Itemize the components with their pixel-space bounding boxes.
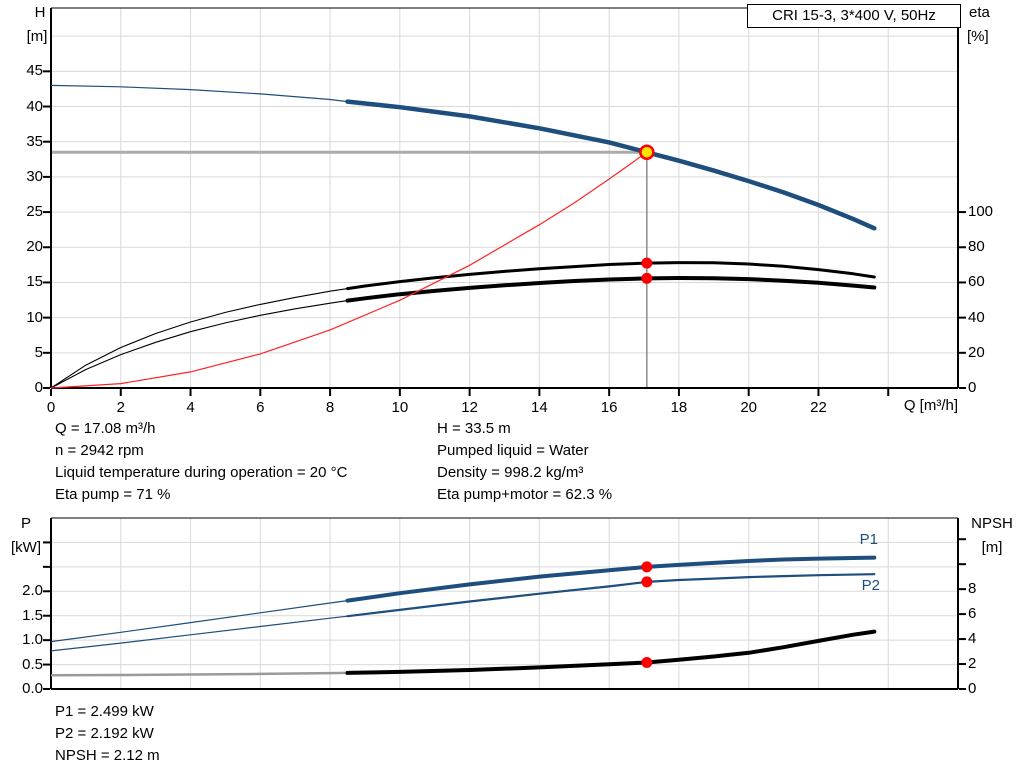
x-tick-label: 20	[740, 399, 758, 416]
y-left-tick-label: 2.0	[22, 582, 43, 600]
y-left-tick-label: 0	[34, 379, 43, 396]
x-tick-label: 22	[810, 399, 827, 416]
npsh-axis-unit: [m]	[981, 539, 1003, 556]
y-left-tick-label: 35	[26, 132, 43, 150]
y-right-tick-label: 2	[968, 655, 977, 673]
y-right-tick-label: 20	[968, 343, 985, 361]
y-left-tick-label: 1.5	[22, 606, 43, 624]
curve-p2-thin	[50, 615, 348, 652]
info-eta-pump: Eta pump = 71 %	[55, 486, 171, 503]
x-tick-label: 6	[256, 399, 265, 416]
eta-axis-title: eta	[969, 4, 990, 21]
y-right-tick-label: 8	[968, 580, 977, 598]
curve-eta-pump-motor	[345, 276, 877, 303]
y-left-tick-label: 45	[26, 62, 43, 80]
npsh-axis-title: NPSH	[971, 515, 1013, 532]
y-right-tick-label: 40	[968, 308, 985, 326]
x-tick-label: 18	[670, 399, 688, 416]
info-eta-pump-motor: Eta pump+motor = 62.3 %	[437, 486, 613, 503]
curve-eta-pump-motor-thin	[50, 300, 348, 389]
y-right-tick-label: 100	[968, 203, 994, 221]
info-speed: n = 2942 rpm	[55, 442, 144, 459]
x-tick-label: 12	[461, 399, 478, 416]
curve-p2	[346, 573, 876, 618]
curve-system-curve	[50, 151, 648, 389]
y-left-tick-label: 15	[26, 273, 43, 291]
y-right-tick-label: 0	[968, 680, 977, 697]
eta-pump-motor-point	[641, 272, 653, 284]
pump-type-title: CRI 15-3, 3*400 V, 50Hz	[747, 4, 961, 28]
curve-eta-pump-thin	[50, 288, 348, 389]
p-axis-title: P	[20, 515, 31, 532]
p1-point	[641, 561, 653, 573]
y-right-tick-label: 60	[968, 273, 985, 291]
y-left-tick-label: 1.0	[22, 631, 43, 649]
info-p1: P1 = 2.499 kW	[55, 703, 154, 720]
info-temperature: Liquid temperature during operation = 20…	[55, 464, 348, 481]
curve-p1-thin	[50, 600, 348, 643]
curve-npsh	[345, 629, 877, 675]
y-left-tick-label: 25	[26, 203, 43, 221]
npsh-point	[641, 657, 653, 669]
p2-point	[641, 576, 653, 588]
bottom-chart	[43, 517, 966, 690]
curve-p1	[345, 555, 877, 603]
top-chart	[43, 7, 966, 396]
y-left-tick-label: 10	[26, 308, 43, 326]
curve-h-qh-curve--thin	[50, 84, 348, 103]
y-left-tick-label: 0.5	[22, 655, 43, 673]
y-right-tick-label: 80	[968, 238, 985, 256]
h-axis-unit: [m]	[26, 28, 48, 45]
info-npsh: NPSH = 2.12 m	[55, 747, 160, 764]
eta-axis-unit: [%]	[967, 28, 989, 45]
info-flow: Q = 17.08 m³/h	[55, 420, 156, 437]
q-axis-title: Q [m³/h]	[903, 397, 958, 414]
info-p2: P2 = 2.192 kW	[55, 725, 154, 742]
x-tick-label: 8	[325, 399, 335, 416]
info-head: H = 33.5 m	[437, 420, 511, 437]
curve-h-qh-curve-	[345, 99, 877, 231]
y-left-tick-label: 5	[34, 343, 43, 361]
y-right-tick-label: 0	[968, 379, 977, 396]
x-tick-label: 2	[116, 399, 125, 416]
x-tick-label: 10	[391, 399, 409, 416]
curve-eta-pump	[346, 261, 876, 291]
info-density: Density = 998.2 kg/m³	[437, 464, 584, 481]
y-left-tick-label: 20	[26, 238, 43, 256]
p2-curve-label: P2	[861, 577, 880, 594]
y-left-tick-label: 40	[26, 97, 43, 115]
eta-pump-point	[641, 257, 653, 269]
info-liquid: Pumped liquid = Water	[437, 442, 589, 459]
y-left-tick-label: 0.0	[22, 680, 43, 697]
curve-npsh-thin	[50, 671, 348, 677]
x-tick-label: 16	[600, 399, 618, 416]
y-right-tick-label: 4	[968, 630, 977, 648]
p-axis-unit: [kW]	[11, 539, 41, 556]
duty-point[interactable]	[639, 144, 655, 161]
x-tick-label: 0	[46, 399, 56, 416]
h-axis-title: H	[34, 4, 46, 21]
x-tick-label: 14	[531, 399, 548, 416]
y-left-tick-label: 30	[26, 167, 43, 185]
y-right-tick-label: 6	[968, 605, 977, 623]
x-tick-label: 4	[186, 399, 195, 416]
p1-curve-label: P1	[859, 531, 878, 548]
